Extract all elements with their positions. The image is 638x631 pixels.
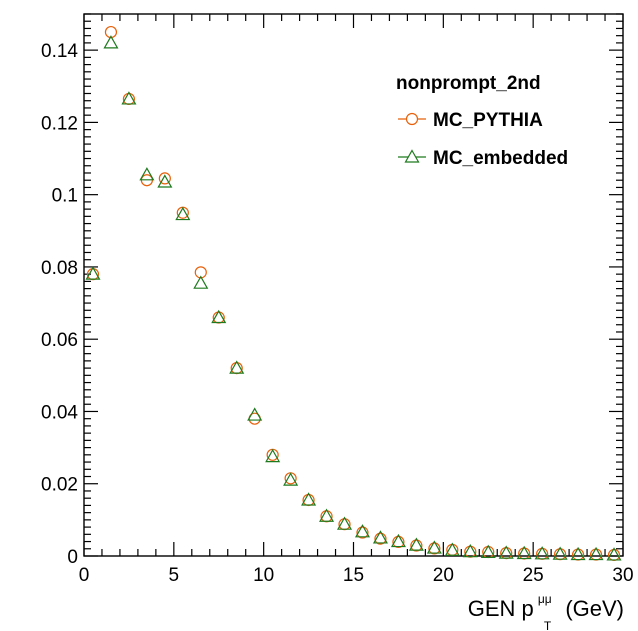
data-marks (85, 25, 622, 562)
y-tick-label: 0.02 (41, 475, 78, 496)
point-mc-embedded (462, 543, 478, 558)
point-mc-pythia (428, 542, 441, 555)
legend-entry-mc-pythia: MC_PYTHIA (398, 110, 543, 131)
point-mc-embedded (211, 309, 227, 324)
y-tick-label: 0.04 (41, 402, 78, 423)
point-mc-embedded (103, 35, 119, 49)
point-mc-embedded (480, 544, 496, 558)
point-mc-embedded (444, 542, 460, 556)
point-mc-embedded (408, 537, 424, 551)
point-mc-embedded (336, 516, 353, 530)
series-mc-embedded (85, 35, 622, 561)
x-tick-label: 20 (433, 565, 454, 586)
x-tick-label: 5 (169, 565, 180, 586)
point-mc-embedded (265, 448, 281, 463)
point-mc-embedded (139, 167, 155, 181)
point-mc-embedded (247, 407, 263, 421)
point-mc-pythia (356, 526, 369, 539)
point-mc-embedded (498, 545, 514, 559)
point-mc-embedded (372, 530, 388, 544)
point-mc-embedded (570, 546, 586, 561)
y-tick-label: 0.12 (41, 113, 78, 134)
legend-marker-mc-embedded (404, 149, 420, 163)
y-tick-label: 0.14 (41, 41, 78, 62)
x-axis-title-main: GEN p (468, 596, 534, 621)
point-mc-embedded (301, 492, 317, 506)
legend-label-mc-pythia: MC_PYTHIA (433, 110, 543, 131)
x-tick-label: 30 (612, 565, 633, 586)
point-mc-embedded (516, 545, 532, 560)
point-mc-embedded (229, 360, 245, 374)
svg-text:GEN p μμ T (: GEN p μμ T (GeV) (468, 583, 624, 631)
legend-entry-mc-embedded: MC_embedded (398, 148, 568, 169)
legend-label-mc-embedded: MC_embedded (433, 148, 568, 169)
point-mc-embedded (534, 546, 550, 560)
point-mc-pythia (392, 535, 405, 549)
point-mc-embedded (588, 546, 604, 561)
point-mc-embedded (606, 547, 622, 561)
y-tick-label: 0.1 (52, 186, 78, 207)
series-mc-pythia (86, 25, 621, 562)
y-tick-label: 0.08 (41, 258, 78, 279)
point-mc-embedded (426, 540, 442, 554)
point-mc-embedded (175, 206, 191, 221)
legend-title: nonprompt_2nd (396, 73, 541, 94)
point-mc-embedded (354, 524, 371, 538)
x-axis-title-unit: (GeV) (565, 596, 624, 621)
legend: nonprompt_2nd MC_PYTHIA MC_embedded (396, 73, 568, 169)
x-tick-label: 0 (79, 565, 90, 586)
point-mc-embedded (319, 508, 335, 522)
point-mc-embedded (283, 472, 299, 486)
point-mc-embedded (390, 533, 406, 548)
x-axis-title-superscript: μμ (538, 592, 552, 606)
point-mc-pythia (374, 532, 387, 545)
x-axis-title-subscript: T (544, 619, 552, 631)
point-mc-embedded (552, 546, 568, 560)
legend-marker-mc-pythia (405, 112, 419, 126)
axes-group: 0 5 10 15 20 25 30 0 0.02 0.04 0.06 0.08 0.1 0.12 0.14 (41, 13, 634, 586)
point-mc-embedded (85, 266, 101, 280)
point-mc-embedded (157, 174, 173, 188)
point-mc-embedded (193, 275, 209, 289)
plot-frame (83, 13, 624, 557)
y-tick-label: 0.06 (41, 330, 78, 351)
point-mc-embedded (121, 91, 137, 105)
x-tick-label: 15 (343, 565, 364, 586)
x-tick-label: 10 (253, 565, 274, 586)
x-tick-label: 25 (523, 565, 544, 586)
point-mc-pythia (410, 539, 423, 552)
y-tick-label: 0 (67, 547, 78, 568)
x-axis-title: GEN p μμ T (GeV) (468, 583, 624, 631)
point-mc-pythia (158, 172, 171, 185)
